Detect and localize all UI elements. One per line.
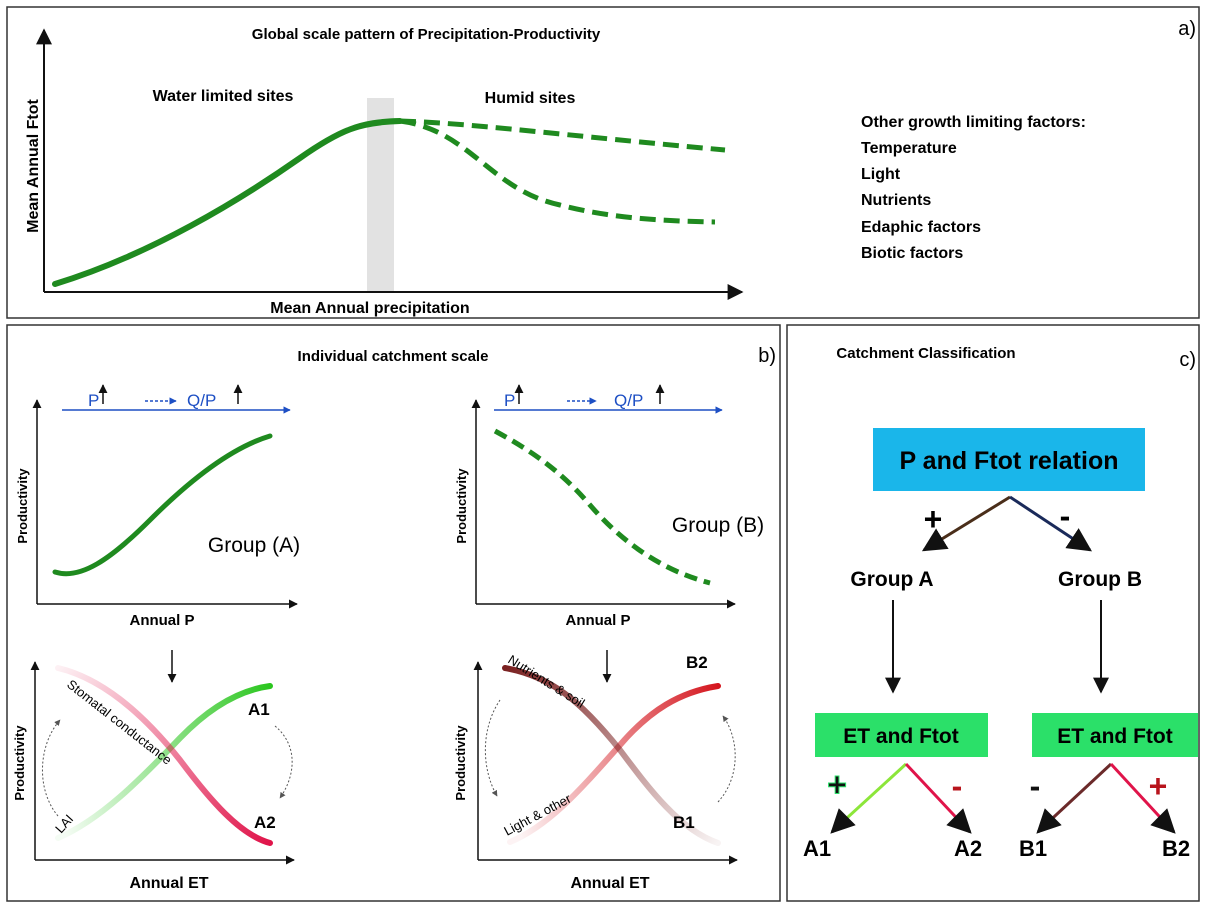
b-minus-sign: - (1030, 768, 1041, 804)
a2-node: A2 (954, 836, 982, 861)
b-right-y-label: Productivity (454, 468, 469, 544)
a1-node: A1 (803, 836, 831, 861)
a-plus-sign: + (827, 766, 847, 804)
et-label-a: ET and Ftot (843, 725, 958, 748)
root-label: P and Ftot relation (900, 447, 1119, 475)
factor-item: Biotic factors (861, 245, 963, 262)
flow-qp-right: Q/P (614, 391, 643, 410)
b-right-lower-y-label: Productivity (453, 725, 468, 801)
b-plus-sign: + (1149, 768, 1168, 804)
panel-c-title: Catchment Classification (836, 345, 1015, 362)
b-left-y-label: Productivity (15, 468, 30, 544)
group-b-curve (495, 431, 710, 583)
b1-branch (1042, 764, 1111, 828)
panel-a-frame (7, 7, 1199, 318)
b1-node: B1 (1019, 836, 1047, 861)
stomatal-label: Stomatal conductance (64, 677, 175, 768)
panel-a-x-label: Mean Annual precipitation (270, 300, 469, 317)
panel-c-corner-label: c) (1179, 349, 1196, 371)
b1-to-b2-arrow (718, 716, 735, 802)
b-left-lower-y-label: Productivity (12, 725, 27, 801)
lai-to-stomatal-arrow (42, 720, 60, 816)
plus-sign: + (924, 501, 943, 537)
nutrients-label: Nutrients & soil (505, 652, 587, 711)
panel-b-frame (7, 325, 780, 901)
et-label-b: ET and Ftot (1057, 725, 1172, 748)
factor-item: Light (861, 166, 901, 183)
factor-item: Nutrients (861, 192, 931, 209)
group-a-node: Group A (850, 568, 933, 591)
b-right-lower-x-label: Annual ET (570, 875, 649, 892)
a1-arrowhead (832, 828, 836, 832)
factor-item: Edaphic factors (861, 219, 981, 236)
water-limited-label: Water limited sites (153, 88, 294, 105)
a2-arrowhead (966, 828, 970, 832)
panel-b-title: Individual catchment scale (298, 348, 489, 365)
b1-label: B1 (673, 813, 695, 832)
panel-a-y-label: Mean Annual Ftot (25, 99, 42, 233)
panel-a-title: Global scale pattern of Precipitation-Pr… (252, 26, 601, 43)
b-left-lower-x-label: Annual ET (129, 875, 208, 892)
branch-b-line (1010, 497, 1090, 550)
b-left-x-label: Annual P (129, 612, 194, 629)
group-b-node: Group B (1058, 568, 1142, 591)
flow-qp-left: Q/P (187, 391, 216, 410)
b2-node: B2 (1162, 836, 1190, 861)
panel-a-corner-label: a) (1178, 18, 1196, 40)
transition-band (367, 98, 394, 291)
a1-label: A1 (248, 700, 270, 719)
b1-arrowhead (1038, 828, 1042, 832)
b2-arrowhead (1170, 828, 1174, 832)
nutrients-to-light-arrow (485, 700, 500, 796)
minus-sign: - (1060, 498, 1071, 534)
light-label: Light & other (501, 790, 574, 838)
panel-b-corner-label: b) (758, 345, 776, 367)
water-limited-curve (55, 121, 400, 284)
flow-p-right: P (504, 391, 515, 410)
b2-label: B2 (686, 653, 708, 672)
flow-p-left: P (88, 391, 99, 410)
factor-item: Temperature (861, 140, 957, 157)
group-b-label: Group (B) (672, 514, 764, 537)
b-right-x-label: Annual P (565, 612, 630, 629)
a2-label: A2 (254, 813, 276, 832)
humid-label: Humid sites (485, 90, 576, 107)
factors-heading: Other growth limiting factors: (861, 114, 1086, 131)
group-a-label: Group (A) (208, 534, 300, 557)
a1-to-a2-arrow (275, 726, 292, 798)
a-minus-sign: - (952, 768, 963, 804)
